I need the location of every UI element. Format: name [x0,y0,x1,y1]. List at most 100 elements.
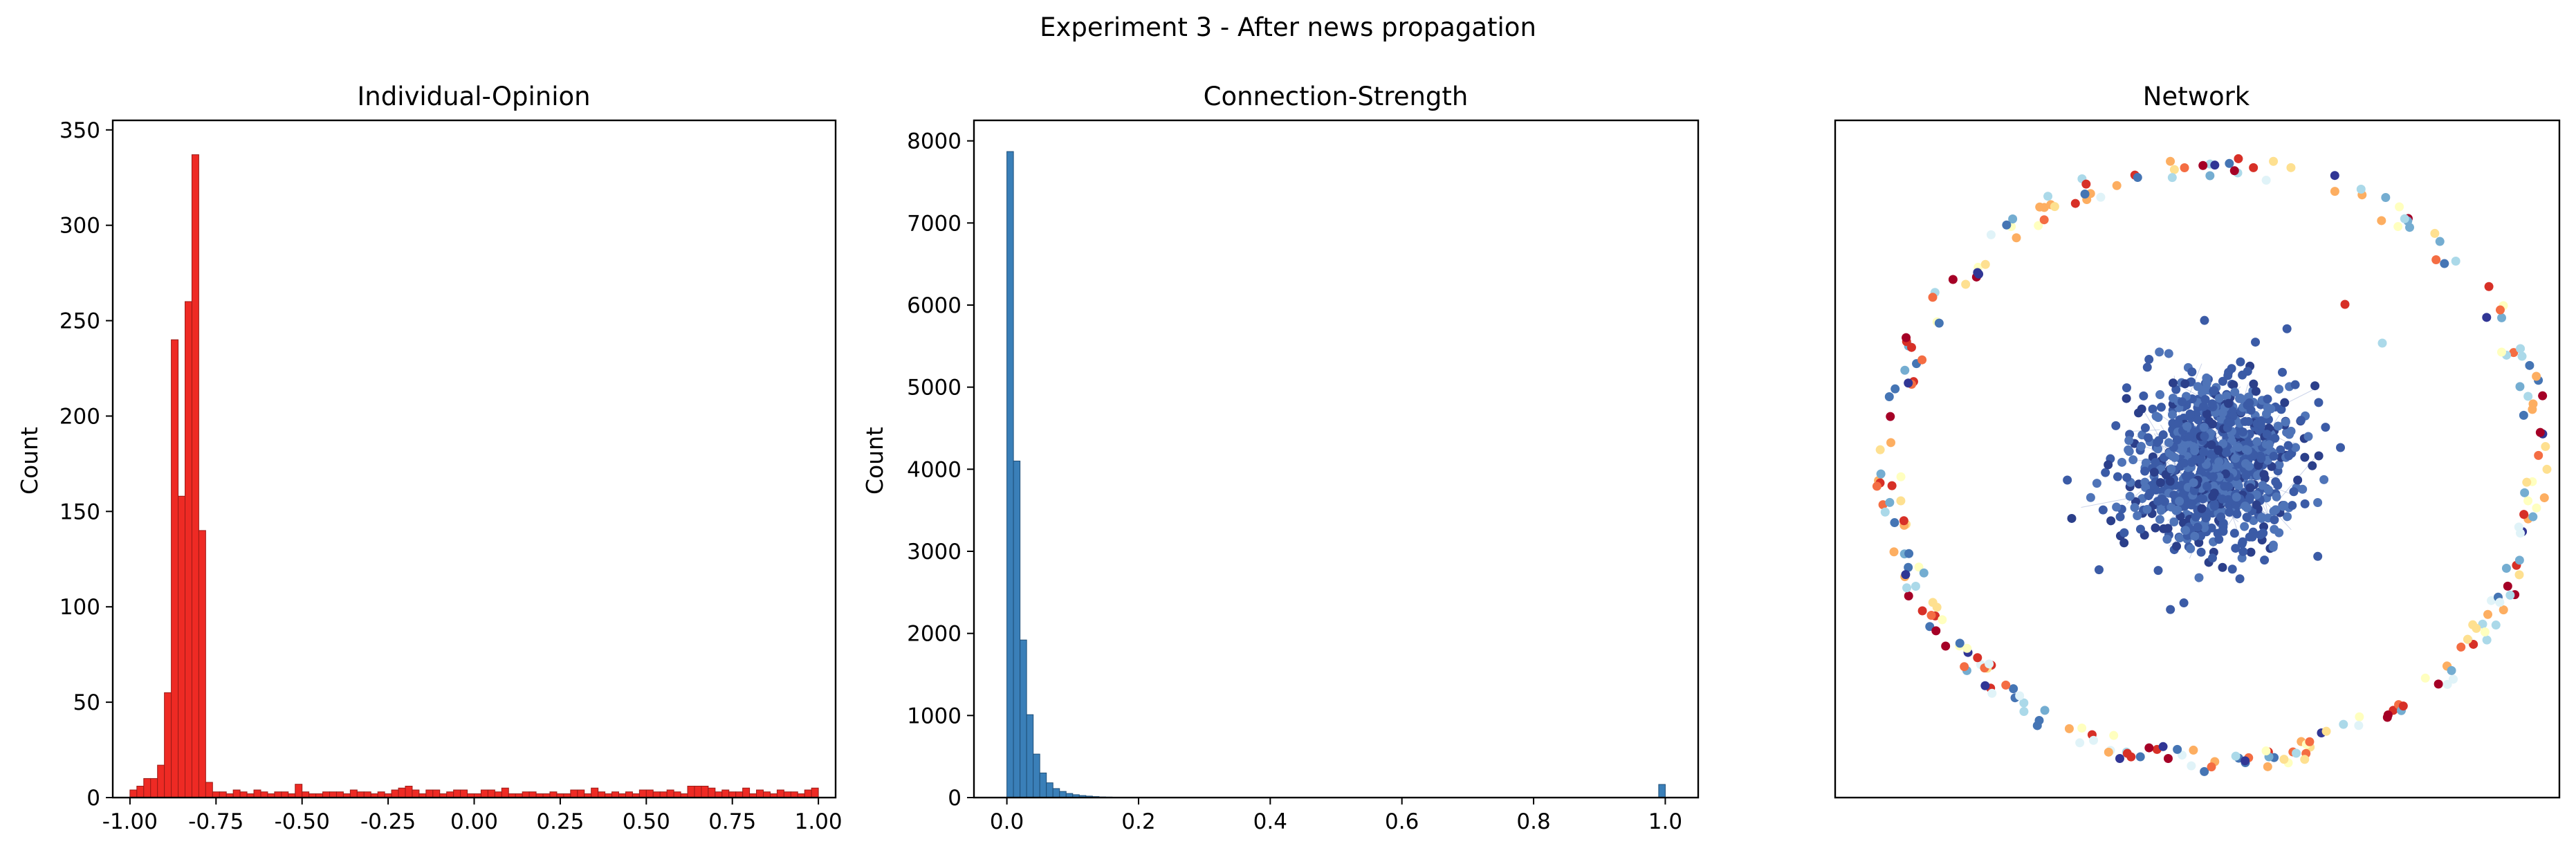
cluster-node [2281,417,2290,427]
cluster-node [2177,397,2187,407]
ring-node [1919,568,1929,578]
cluster-node [2276,445,2285,454]
ring-node [2088,735,2098,745]
cluster-node [2187,367,2197,377]
cluster-node [2269,452,2279,461]
cluster-node [2269,506,2279,516]
cluster-node [2187,457,2196,467]
ring-node [2300,755,2310,764]
cluster-node [2303,432,2313,441]
ring-node [1896,472,1906,481]
cluster-node [2166,605,2175,614]
ring-node [2330,171,2339,181]
opinion-bar [776,789,784,798]
ring-node [2478,619,2487,629]
cluster-node [2181,471,2191,481]
ring-node [2077,723,2087,733]
ring-node [1941,641,1951,651]
opinion-bar [295,784,303,798]
cluster-node [2214,445,2223,454]
cluster-node [2282,324,2292,333]
cluster-node [2241,470,2251,480]
opinion-bar [446,791,454,798]
cluster-node [2168,410,2178,420]
ring-node [2514,570,2524,580]
ring-node [2104,747,2113,757]
cluster-node [2171,506,2181,515]
ring-node [2516,344,2526,353]
opinion-panel: Individual-Opinion Count -1.00 -0.75 -0.50… [16,82,843,834]
network-panel: Network [1834,82,2561,799]
cluster-node [2067,513,2077,523]
opinion-bar [335,791,344,798]
cluster-node [2179,598,2189,608]
opinion-bar [673,791,681,798]
ring-node [2122,748,2132,758]
cluster-node [2112,502,2122,512]
opinion-ytick-label: 300 [59,214,100,239]
ring-node [2039,215,2049,225]
cluster-node [2232,509,2242,519]
opinion-bar [198,530,206,798]
cluster-node [2086,493,2095,502]
opinion-bar [522,791,530,798]
ring-node [1974,269,1984,279]
ring-node [2535,428,2545,437]
cluster-node [2279,502,2288,511]
opinion-bar [205,782,213,798]
opinion-bar [659,791,668,798]
ring-node [2261,176,2271,185]
ring-node [2528,405,2537,414]
cluster-node [2221,448,2231,457]
strength-ytick-label: 5000 [907,376,962,401]
cluster-node [2296,416,2306,425]
ring-node [2070,199,2080,208]
ring-node [1911,582,1920,591]
cluster-node [2300,452,2310,462]
cluster-node [2098,505,2108,515]
ring-node [1973,653,1982,663]
opinion-xtick-label: 0.75 [708,809,756,834]
ring-node [2355,712,2364,721]
cluster-node [2270,515,2279,524]
cluster-node [2238,546,2248,556]
cluster-node [2159,524,2169,533]
opinion-bar [756,789,764,798]
strength-ytick-label: 7000 [907,211,962,236]
ring-node [2534,450,2543,460]
opinion-bar [150,778,158,798]
cluster-node [2111,421,2121,430]
ring-node [2395,202,2404,212]
cluster-node [2209,472,2218,481]
ring-node [1904,591,1913,601]
cluster-node [2224,398,2234,408]
ring-node [1904,378,1913,388]
strength-ytick-label: 2000 [907,622,962,647]
opinion-bar [652,791,661,798]
opinion-bar [363,791,371,798]
ring-node [2480,627,2490,637]
cluster-node [2128,455,2138,465]
cluster-node [2153,566,2163,576]
ring-node [2180,163,2189,172]
cluster-node [2208,419,2218,429]
ring-node [2305,737,2315,746]
cluster-node [2153,444,2163,454]
cluster-node [2162,535,2172,544]
ring-node [2015,691,2025,701]
ring-node [2019,707,2029,717]
strength-ytick-label: 1000 [907,704,962,728]
cluster-node [2272,492,2281,502]
ring-node [2514,555,2524,565]
ring-node [2034,715,2044,725]
cluster-node [2232,493,2241,502]
cluster-node [2125,491,2135,501]
opinion-bar [171,339,179,798]
stray-node [2340,300,2350,309]
cluster-node [2256,420,2265,430]
opinion-bar [391,789,399,798]
cluster-node [2196,547,2206,557]
ring-node [1932,603,1942,612]
ring-node [1962,643,1972,653]
cluster-node [2178,446,2187,456]
